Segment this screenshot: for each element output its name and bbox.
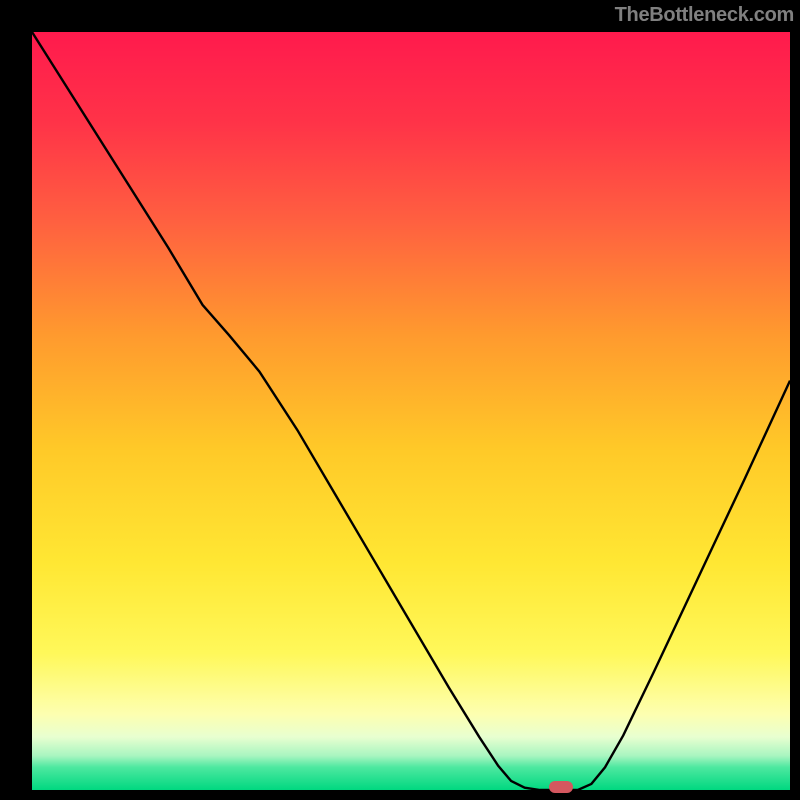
gradient-background — [32, 32, 790, 790]
optimal-point-marker — [549, 781, 573, 793]
watermark-text: TheBottleneck.com — [615, 4, 794, 27]
plot-svg — [32, 32, 790, 790]
bottleneck-plot — [32, 32, 790, 790]
